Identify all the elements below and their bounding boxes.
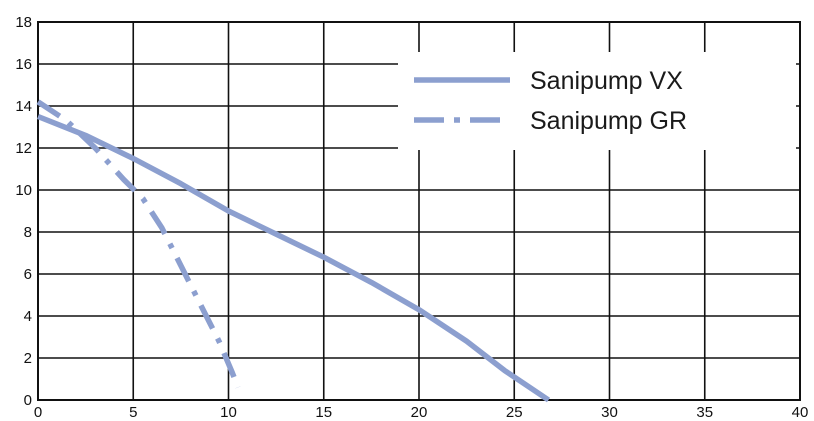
series-line-sanipump-gr [36, 99, 241, 389]
x-tick-label: 25 [506, 404, 523, 421]
y-tick-label: 8 [24, 224, 32, 241]
y-tick-label: 2 [24, 350, 32, 367]
y-tick-label: 16 [15, 56, 32, 73]
y-tick-label: 4 [24, 308, 32, 325]
x-tick-label: 40 [792, 404, 809, 421]
y-tick-label: 6 [24, 266, 32, 283]
plot-frame [37, 21, 801, 401]
x-tick-label: 20 [411, 404, 428, 421]
x-tick-label: 35 [696, 404, 713, 421]
y-tick-label: 0 [24, 392, 32, 409]
x-tick-label: 30 [601, 404, 618, 421]
x-tick-label: 0 [34, 404, 42, 421]
x-tick-label: 10 [220, 404, 237, 421]
legend-label: Sanipump GR [530, 107, 687, 135]
x-tick-label: 5 [129, 404, 137, 421]
y-tick-label: 12 [15, 140, 32, 157]
series-line-sanipump-vx [36, 113, 551, 403]
series-lines [36, 99, 551, 403]
legend-label: Sanipump VX [530, 67, 683, 95]
x-axis-tick-labels: 0 5 10 15 20 25 30 35 40 [34, 404, 809, 421]
x-tick-label: 15 [315, 404, 332, 421]
y-tick-label: 18 [15, 14, 32, 31]
legend-background [398, 52, 796, 150]
y-tick-label: 10 [15, 182, 32, 199]
y-tick-label: 14 [15, 98, 32, 115]
legend: Sanipump VX Sanipump GR [398, 52, 796, 150]
y-axis-tick-labels: 0 2 4 6 8 10 12 14 16 18 [15, 14, 32, 409]
